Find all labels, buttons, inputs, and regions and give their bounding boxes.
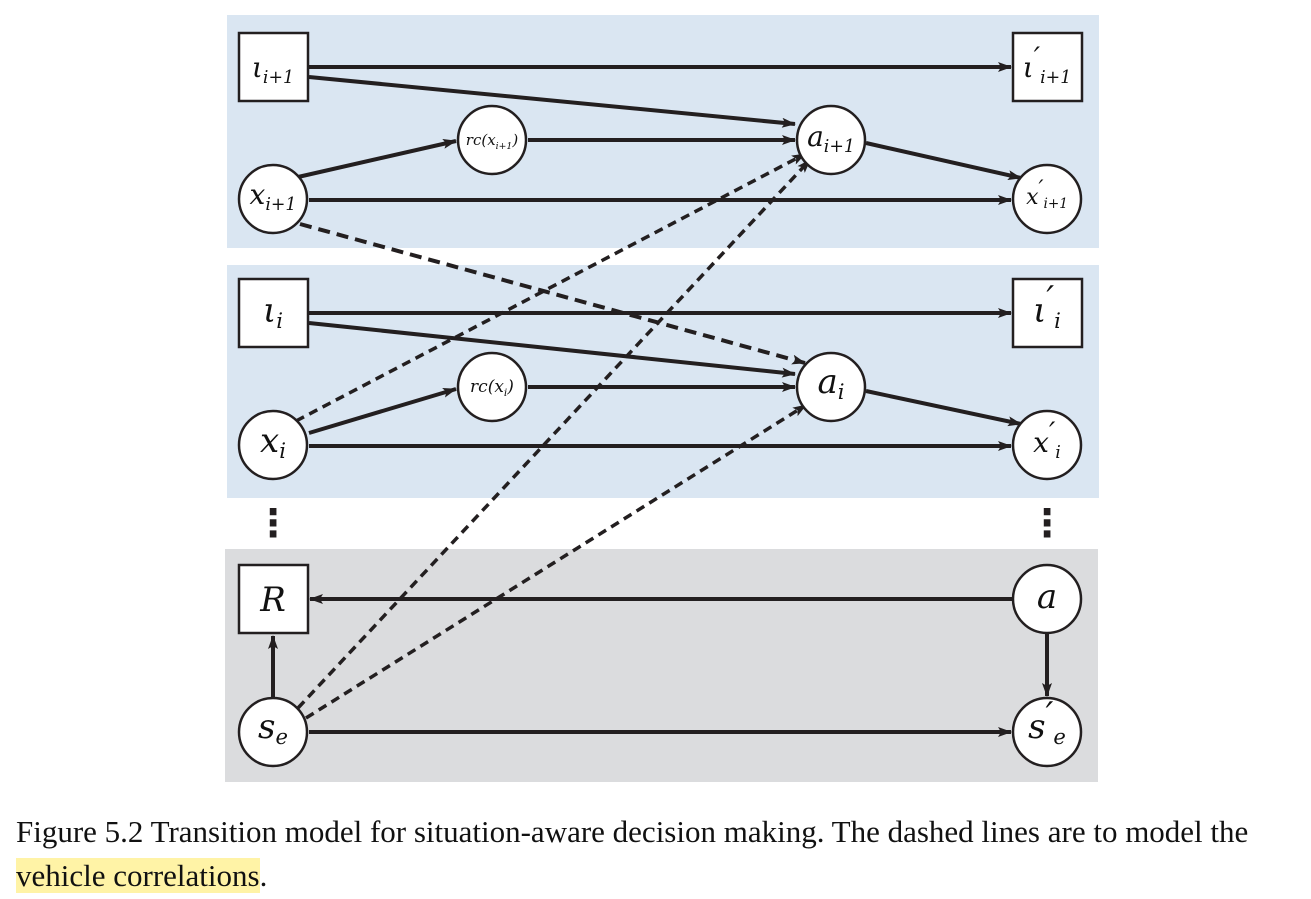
svg-text:x′i+1: x′i+1 bbox=[1026, 177, 1068, 212]
edge-a-ip1-to-x-ip1-prime bbox=[865, 141, 1022, 181]
svg-text:xi+1: xi+1 bbox=[250, 178, 297, 215]
node-a-i: ai bbox=[795, 351, 867, 423]
caption-highlight: vehicle correlations bbox=[16, 858, 260, 893]
svg-text:R: R bbox=[259, 580, 286, 620]
node-x-ip1: xi+1 bbox=[237, 163, 309, 235]
node-iota-i-prime: ι′i bbox=[1011, 277, 1084, 349]
node-R: R bbox=[237, 563, 310, 635]
edge-iota-ip1-to-a-ip1 bbox=[308, 75, 796, 128]
svg-text:ai: ai bbox=[817, 362, 844, 404]
svg-text:ai+1: ai+1 bbox=[807, 120, 855, 157]
band-lower bbox=[225, 549, 1098, 782]
node-s-e: se bbox=[237, 696, 309, 768]
caption-text: Figure 5.2 Transition model for situatio… bbox=[16, 814, 1249, 849]
edge-x-ip1-to-rc-xip1 bbox=[297, 139, 457, 179]
node-a: a bbox=[1011, 563, 1083, 635]
ellipsis-left: ⋮ bbox=[254, 501, 292, 545]
svg-text:s′e: s′e bbox=[1028, 695, 1066, 749]
svg-text:rc(xi+1): rc(xi+1) bbox=[466, 131, 519, 152]
transition-model-diagram: ⋮ ⋮ ιi+1 ι′i+1 rc(xi+1) ai+1 xi+1 x′i+1 … bbox=[225, 15, 1099, 782]
ellipsis-right: ⋮ bbox=[1028, 501, 1066, 545]
edge-a-i-to-x-i-prime bbox=[865, 389, 1022, 427]
figure-caption: Figure 5.2 Transition model for situatio… bbox=[16, 810, 1306, 898]
svg-text:x′i: x′i bbox=[1033, 416, 1061, 463]
svg-text:ι′i+1: ι′i+1 bbox=[1023, 41, 1072, 88]
node-x-i-prime: x′i bbox=[1011, 409, 1083, 481]
svg-text:se: se bbox=[258, 707, 288, 749]
node-iota-ip1-prime: ι′i+1 bbox=[1011, 31, 1084, 103]
band-upper bbox=[227, 15, 1099, 248]
svg-text:ιi: ιi bbox=[263, 291, 283, 333]
edge-x-i-to-rc-xi bbox=[308, 387, 457, 435]
svg-text:xi: xi bbox=[260, 421, 286, 463]
node-s-e-prime: s′e bbox=[1011, 695, 1083, 768]
band-middle bbox=[227, 265, 1099, 498]
edge-iota-i-to-a-i bbox=[308, 321, 796, 378]
node-a-ip1: ai+1 bbox=[795, 104, 867, 176]
node-x-ip1-prime: x′i+1 bbox=[1011, 163, 1083, 235]
node-rc-xi: rc(xi) bbox=[456, 351, 528, 423]
svg-text:ι′i: ι′i bbox=[1033, 279, 1061, 333]
node-iota-i: ιi bbox=[237, 277, 310, 349]
edge-dashed-s-e-to-a-i bbox=[305, 403, 807, 720]
node-x-i: xi bbox=[237, 409, 309, 481]
edge-dashed-x-i-to-a-ip1 bbox=[295, 152, 806, 423]
edge-dashed-x-ip1-to-a-i bbox=[299, 222, 806, 365]
svg-text:a: a bbox=[1037, 577, 1057, 617]
node-iota-ip1: ιi+1 bbox=[237, 31, 310, 103]
caption-end: . bbox=[259, 858, 268, 893]
node-rc-xip1: rc(xi+1) bbox=[456, 104, 528, 176]
svg-text:ιi+1: ιi+1 bbox=[252, 51, 294, 88]
svg-text:rc(xi): rc(xi) bbox=[470, 377, 514, 399]
edge-dashed-s-e-to-a-ip1 bbox=[296, 158, 812, 710]
